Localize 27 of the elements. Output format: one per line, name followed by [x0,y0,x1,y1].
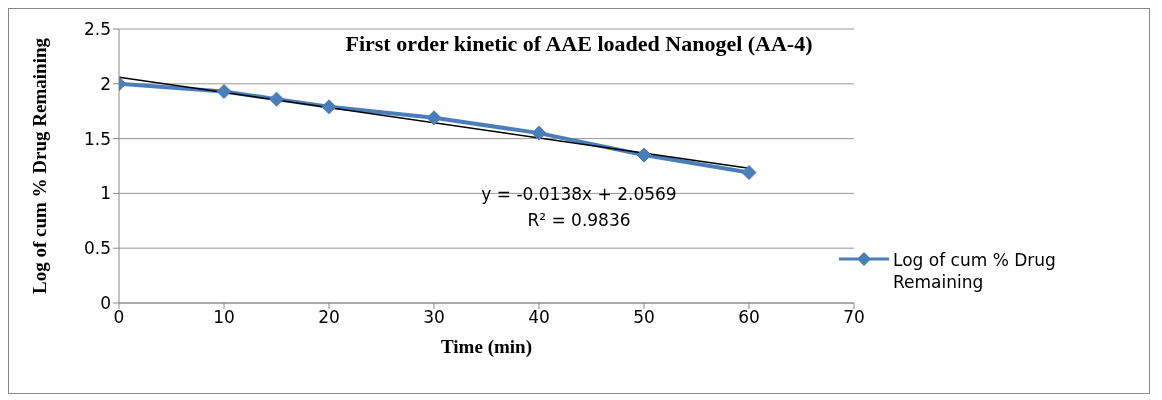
x-tick-label: 50 [633,307,655,328]
point [321,99,337,115]
x-tick-label: 30 [423,307,445,328]
point [531,125,547,141]
y-tick-label: 0 [100,293,111,314]
y-tick-label: 2.5 [83,19,111,40]
x-tick-label: 0 [113,307,125,328]
point [741,165,757,181]
x-axis-title: Time (min) [441,336,532,358]
x-tick-label: 60 [738,307,760,328]
point [426,110,442,126]
x-tick-label: 10 [213,307,235,328]
annotation: y = -0.0138x + 2.0569 [480,183,678,206]
point [636,147,652,163]
y-tick-label: 0.5 [83,238,111,259]
y-axis-title: Log of cum % Drug Remaining [28,37,50,294]
x-tick-label: 20 [318,307,340,328]
y-tick-label: 2 [100,73,111,94]
point [216,83,232,99]
chart-title: First order kinetic of AAE loaded Nanogel (AA-4) [345,31,813,56]
y-tick-label: 1.5 [83,128,111,149]
y-tick-label: 1 [100,183,111,204]
legend-label: Log of cum % Drug Remaining [893,249,1057,293]
x-tick-label: 40 [528,307,550,328]
point [269,91,284,107]
x-tick-label: 70 [843,307,865,328]
annotation: R² = 0.9836 [526,209,632,232]
